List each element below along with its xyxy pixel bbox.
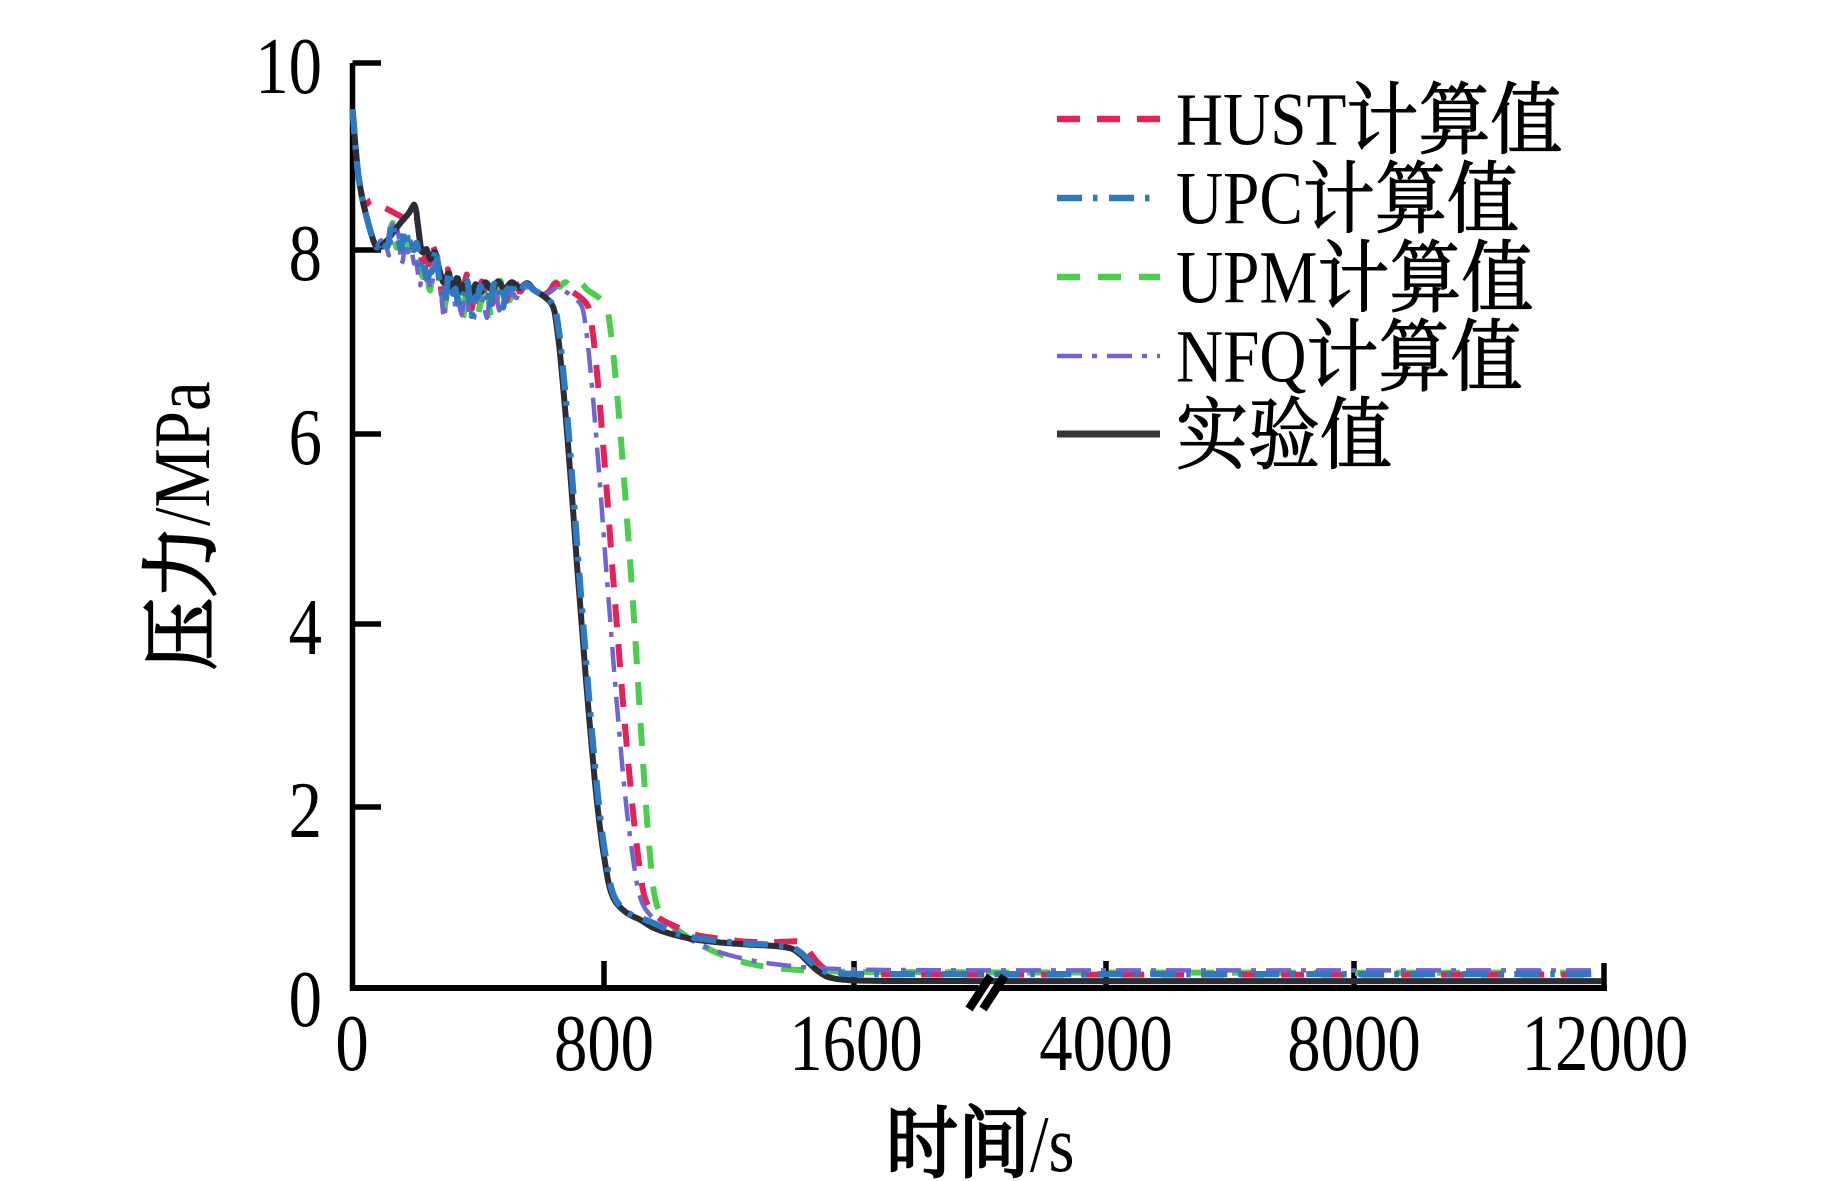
svg-text:10: 10 bbox=[255, 21, 322, 110]
svg-text:2: 2 bbox=[289, 765, 322, 854]
svg-text:UPC: UPC bbox=[1176, 157, 1303, 240]
svg-text:4000: 4000 bbox=[1039, 998, 1172, 1087]
svg-text:1600: 1600 bbox=[789, 998, 922, 1087]
svg-text:4: 4 bbox=[289, 582, 322, 671]
svg-text:NFQ: NFQ bbox=[1176, 315, 1307, 398]
svg-text:6: 6 bbox=[289, 392, 322, 481]
svg-text:0: 0 bbox=[335, 998, 368, 1087]
svg-text:0: 0 bbox=[289, 954, 322, 1043]
svg-text:8000: 8000 bbox=[1287, 998, 1420, 1087]
svg-text:8: 8 bbox=[289, 208, 322, 297]
svg-text:HUST: HUST bbox=[1176, 78, 1346, 161]
svg-text:/MPa: /MPa bbox=[137, 381, 226, 526]
svg-text:800: 800 bbox=[554, 998, 654, 1087]
svg-text:UPM: UPM bbox=[1176, 236, 1317, 319]
svg-text:/s: /s bbox=[1030, 1099, 1074, 1181]
svg-text:12000: 12000 bbox=[1522, 998, 1689, 1087]
